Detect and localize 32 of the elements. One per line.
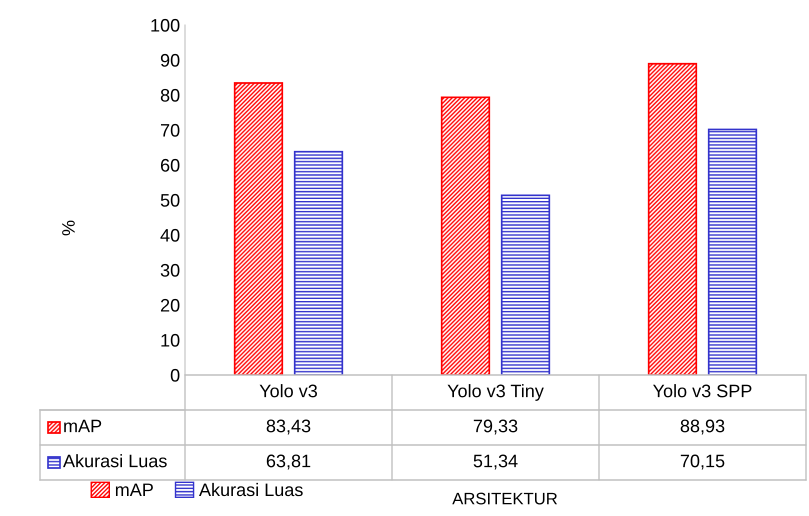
y-tick-label: 30 bbox=[160, 264, 180, 277]
data-label: 88,93 bbox=[680, 420, 724, 434]
y-tick-label: 0 bbox=[170, 368, 180, 382]
bar bbox=[648, 62, 698, 375]
text: Akurasi Luas bbox=[63, 454, 167, 468]
data-label: 83,43 bbox=[266, 420, 310, 434]
x-tick-label: Yolo v3 Tiny bbox=[448, 384, 544, 401]
bar bbox=[440, 96, 490, 375]
x-tick-label: Yolo v3 bbox=[260, 384, 317, 398]
legend-label: mAP bbox=[116, 484, 153, 496]
data-label: 63,81 bbox=[266, 454, 310, 470]
y-tick-label: 70 bbox=[160, 124, 180, 137]
bar bbox=[708, 128, 758, 375]
y-tick-label: 20 bbox=[160, 298, 180, 312]
bar bbox=[234, 82, 284, 375]
bar bbox=[294, 150, 344, 375]
y-tick-label: 40 bbox=[160, 228, 180, 242]
data-label: 51,34 bbox=[474, 454, 518, 470]
data-label: 70,15 bbox=[680, 454, 724, 470]
text: % bbox=[62, 220, 75, 236]
y-tick-label: 90 bbox=[160, 54, 180, 67]
text: ARSITEKTUR bbox=[452, 492, 558, 504]
x-tick-label: Yolo v3 SPP bbox=[653, 384, 752, 398]
legend-label: Akurasi Luas bbox=[199, 482, 303, 496]
y-tick-label: 80 bbox=[160, 88, 180, 102]
y-tick-label: 100 bbox=[151, 18, 180, 32]
text: mAP bbox=[64, 420, 102, 432]
data-label: 79,33 bbox=[474, 420, 518, 434]
bar bbox=[500, 194, 550, 375]
y-tick-label: 10 bbox=[161, 334, 180, 347]
y-tick-label: 60 bbox=[160, 158, 180, 172]
y-tick-label: 50 bbox=[160, 194, 180, 207]
